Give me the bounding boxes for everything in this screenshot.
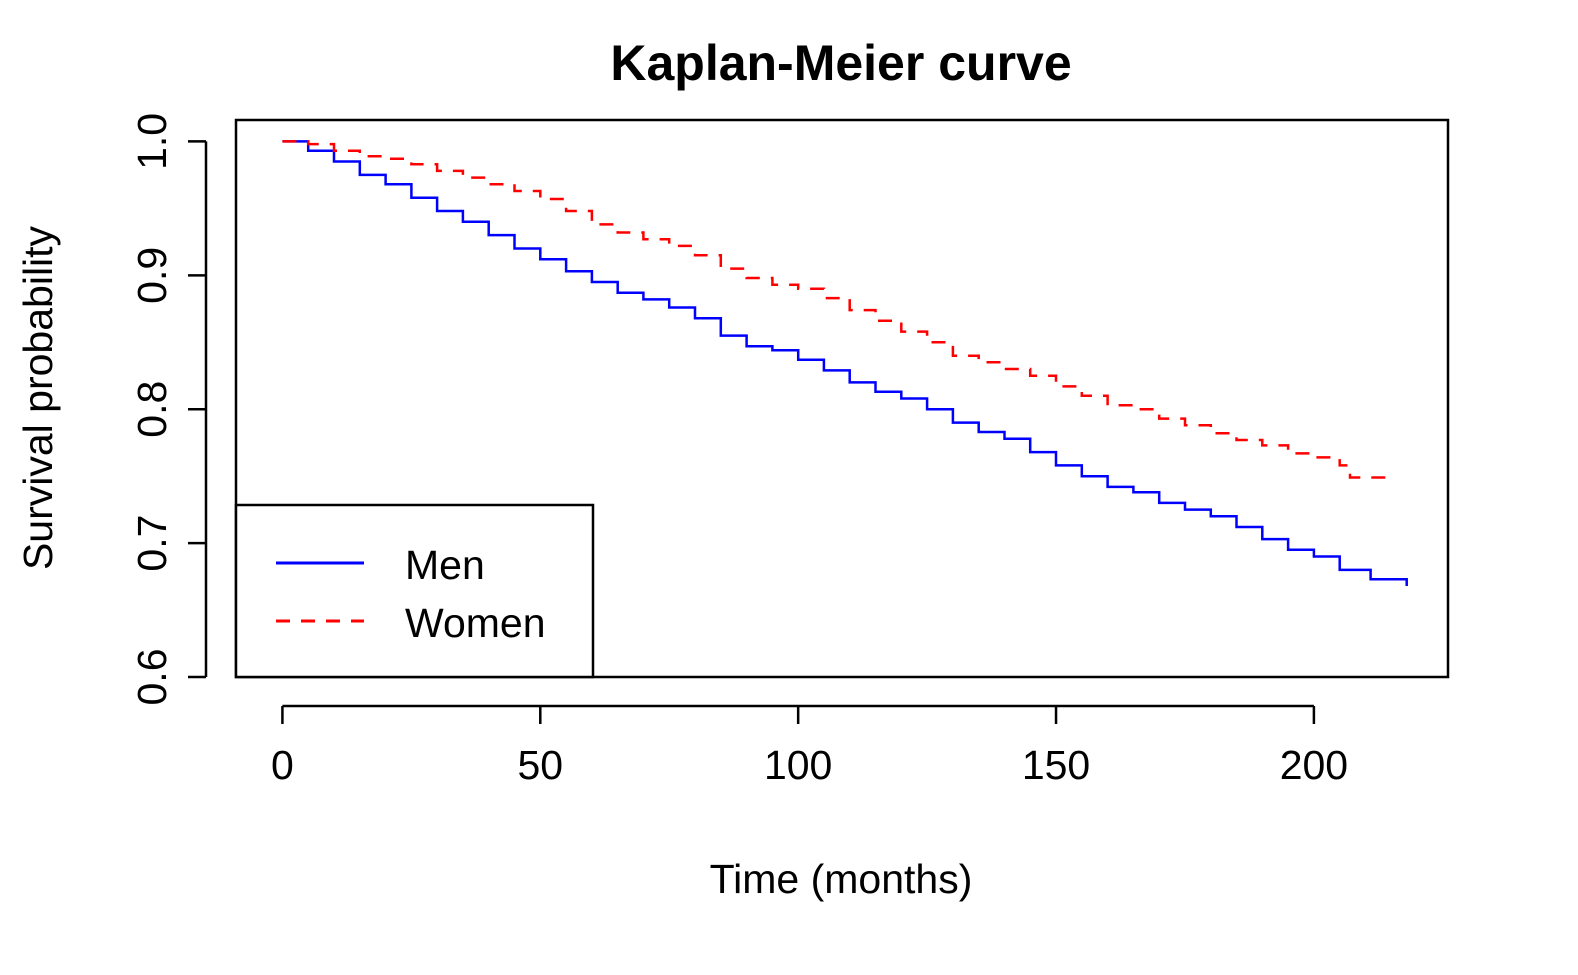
y-axis-label: Survival probability	[15, 225, 61, 570]
y-tick-label-0-7: 0.7	[129, 515, 175, 572]
y-tick-label-1: 1.0	[129, 113, 175, 170]
legend-label-women: Women	[405, 600, 546, 646]
y-tick-label-0-9: 0.9	[129, 247, 175, 304]
plot-frame	[234, 118, 1450, 679]
x-tick-label-200: 200	[1280, 742, 1348, 788]
series-layer	[282, 140, 1408, 586]
y-tick-label-0-6: 0.6	[129, 649, 175, 706]
x-axis: 0 50 100 150 200	[271, 704, 1348, 788]
series-line-men	[282, 140, 1408, 586]
legend-box	[234, 503, 595, 679]
x-tick-label-50: 50	[517, 742, 563, 788]
x-tick-label-150: 150	[1022, 742, 1090, 788]
y-tick-label-0-8: 0.8	[129, 381, 175, 438]
legend-label-men: Men	[405, 542, 485, 588]
y-axis: 0.6 0.7 0.8 0.9 1.0	[129, 113, 208, 706]
x-tick-label-100: 100	[764, 742, 832, 788]
legend: Men Women	[234, 503, 595, 679]
chart-title: Kaplan-Meier curve	[610, 35, 1071, 91]
x-tick-label-0: 0	[271, 742, 294, 788]
x-axis-label: Time (months)	[710, 856, 973, 902]
series-line-women	[282, 140, 1392, 479]
